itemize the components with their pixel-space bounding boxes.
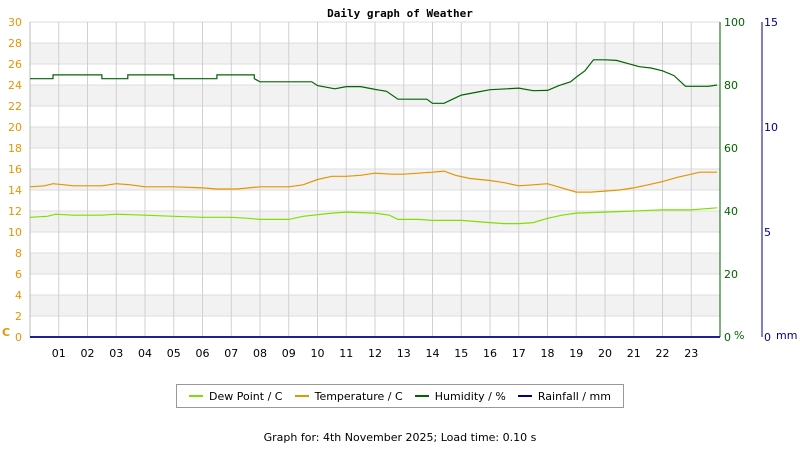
legend-item-dew-point: Dew Point / C xyxy=(189,390,282,403)
x-tick-label: 15 xyxy=(454,347,468,360)
rainfall-swatch xyxy=(517,395,532,397)
left-tick-label: 12 xyxy=(8,205,22,218)
left-tick-label: 6 xyxy=(15,268,22,281)
dew-point-swatch xyxy=(189,395,204,397)
x-tick-label: 04 xyxy=(138,347,152,360)
x-tick-label: 22 xyxy=(656,347,670,360)
humidity-series-line xyxy=(30,59,718,104)
x-tick-label: 01 xyxy=(52,347,66,360)
legend-label-dew-point: Dew Point / C xyxy=(209,389,283,403)
left-tick-label: 16 xyxy=(8,163,22,176)
left-tick-label: 26 xyxy=(8,58,22,71)
left-unit-label: C xyxy=(2,326,10,339)
humidity-tick-label: 100 xyxy=(724,16,745,29)
legend-label-rainfall: Rainfall / mm xyxy=(537,389,611,403)
x-tick-label: 20 xyxy=(598,347,612,360)
left-tick-label: 4 xyxy=(15,289,22,302)
rainfall-tick-label: 10 xyxy=(764,121,778,134)
series-layer xyxy=(29,59,720,338)
left-tick-label: 14 xyxy=(8,184,22,197)
x-tick-label: 06 xyxy=(196,347,210,360)
x-tick-label: 18 xyxy=(541,347,555,360)
legend-item-rainfall: Rainfall / mm xyxy=(517,389,611,403)
rainfall-tick-label: 5 xyxy=(764,226,771,239)
rainfall-unit-label: mm xyxy=(776,329,797,342)
x-tick-label: 16 xyxy=(483,347,497,360)
legend-label-humidity: Humidity / % xyxy=(434,389,506,403)
x-tick-label: 21 xyxy=(627,347,641,360)
x-tick-label: 13 xyxy=(397,347,411,360)
left-tick-label: 30 xyxy=(8,16,22,29)
legend-item-temperature: Temperature / C xyxy=(294,389,403,403)
humidity-tick-label: 20 xyxy=(724,268,738,281)
x-tick-label: 12 xyxy=(368,347,382,360)
left-tick-label: 0 xyxy=(15,331,22,344)
left-tick-label: 8 xyxy=(15,247,22,260)
x-tick-label: 11 xyxy=(339,347,353,360)
left-tick-label: 28 xyxy=(8,37,22,50)
left-tick-label: 2 xyxy=(15,310,22,323)
humidity-tick-label: 60 xyxy=(724,142,738,155)
x-tick-label: 23 xyxy=(684,347,698,360)
legend-label-temperature: Temperature / C xyxy=(314,389,403,403)
temperature-swatch xyxy=(294,395,309,397)
humidity-tick-label: 80 xyxy=(724,79,738,92)
x-tick-label: 08 xyxy=(253,347,267,360)
legend-item-humidity: Humidity / % xyxy=(414,389,506,403)
left-tick-label: 10 xyxy=(8,226,22,239)
humidity-tick-label: 40 xyxy=(724,205,738,218)
footer-status: Graph for: 4th November 2025; Load time:… xyxy=(263,431,537,444)
left-tick-label: 18 xyxy=(8,142,22,155)
rainfall-tick-label: 15 xyxy=(764,16,778,29)
chart-title: Daily graph of Weather xyxy=(327,7,473,20)
humidity-unit-label: % xyxy=(734,329,744,342)
left-tick-label: 20 xyxy=(8,121,22,134)
x-tick-label: 03 xyxy=(109,347,123,360)
rainfall-tick-label: 0 xyxy=(764,331,771,344)
x-tick-label: 02 xyxy=(81,347,95,360)
x-tick-label: 05 xyxy=(167,347,181,360)
temperature-series-line xyxy=(29,170,718,193)
x-tick-label: 14 xyxy=(426,347,440,360)
x-tick-label: 07 xyxy=(224,347,238,360)
legend: Dew Point / C Temperature / C Humidity /… xyxy=(176,384,624,408)
humidity-swatch xyxy=(414,395,429,397)
x-tick-label: 17 xyxy=(512,347,526,360)
left-tick-label: 22 xyxy=(8,100,22,113)
x-tick-label: 09 xyxy=(282,347,296,360)
humidity-tick-label: 0 xyxy=(724,331,731,344)
dew-point-series-line xyxy=(29,207,718,225)
x-tick-label: 10 xyxy=(311,347,325,360)
left-tick-label: 24 xyxy=(8,79,22,92)
x-tick-label: 19 xyxy=(569,347,583,360)
